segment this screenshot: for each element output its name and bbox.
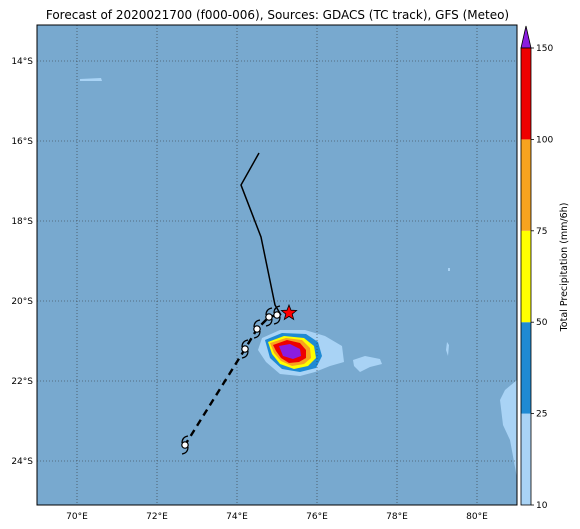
cyclone-symbol-icon — [265, 307, 273, 327]
lat-tick-label: 24°S — [11, 457, 33, 467]
lat-tick-label: 18°S — [11, 217, 33, 227]
colorbar-segment — [521, 139, 531, 231]
graticule — [37, 25, 517, 505]
cyclone-symbol-icon — [273, 305, 281, 325]
colorbar-segment — [521, 322, 531, 414]
lon-tick-label: 72°E — [146, 512, 168, 522]
chart-title: Forecast of 2020021700 (f000-006), Sourc… — [45, 8, 510, 22]
colorbar-frame — [520, 47, 532, 506]
colorbar-extend-arrow — [520, 25, 532, 49]
precip-patch-east — [353, 356, 382, 372]
colorbar: 10 25 50 75 100 150 Total Precipitation (mm/6… — [520, 25, 570, 511]
observed-track-line — [240, 152, 282, 316]
lat-tick-label: 16°S — [11, 137, 33, 147]
map-area — [36, 24, 518, 506]
colorbar-label: Total Precipitation (mm/6h) — [559, 203, 570, 333]
precip-patch-dot — [448, 268, 450, 271]
colorbar-segment — [521, 48, 531, 140]
precip-patch-north — [80, 78, 102, 81]
colorbar-tick-label: 75 — [536, 227, 547, 237]
precip-level-150 — [279, 344, 301, 359]
lat-tick-label: 20°S — [11, 297, 33, 307]
colorbar-tick-label: 25 — [536, 410, 547, 420]
colorbar-ticks: 10 25 50 75 100 150 — [531, 44, 553, 511]
lon-tick-label: 74°E — [226, 512, 248, 522]
colorbar-tick-label: 10 — [536, 501, 548, 511]
forecast-storm-symbols — [181, 305, 281, 455]
current-position-star-icon — [280, 303, 298, 321]
axis-tick-labels: 70°E 72°E 74°E 76°E 78°E 80°E 14°S 16°S 18°S 20°S… — [11, 57, 488, 522]
precip-patch-edge — [500, 380, 517, 478]
colorbar-tick-label: 100 — [536, 135, 553, 145]
lon-tick-label: 70°E — [66, 512, 88, 522]
ocean-background — [37, 25, 517, 505]
precip-patch-small — [446, 342, 449, 356]
lon-tick-label: 76°E — [306, 512, 328, 522]
colorbar-segment — [521, 413, 531, 505]
colorbar-tick-label: 150 — [536, 44, 553, 54]
lat-tick-label: 22°S — [11, 377, 33, 387]
lat-tick-label: 14°S — [11, 57, 33, 67]
cyclone-symbol-icon — [253, 319, 261, 339]
colorbar-segments — [521, 48, 531, 505]
colorbar-tick-label: 50 — [536, 318, 548, 328]
map-frame — [36, 24, 518, 506]
lon-tick-label: 78°E — [386, 512, 408, 522]
colorbar-segment — [521, 230, 531, 323]
cyclone-symbol-icon — [241, 339, 249, 359]
lon-tick-label: 80°E — [466, 512, 488, 522]
cyclone-symbol-icon — [181, 435, 189, 455]
